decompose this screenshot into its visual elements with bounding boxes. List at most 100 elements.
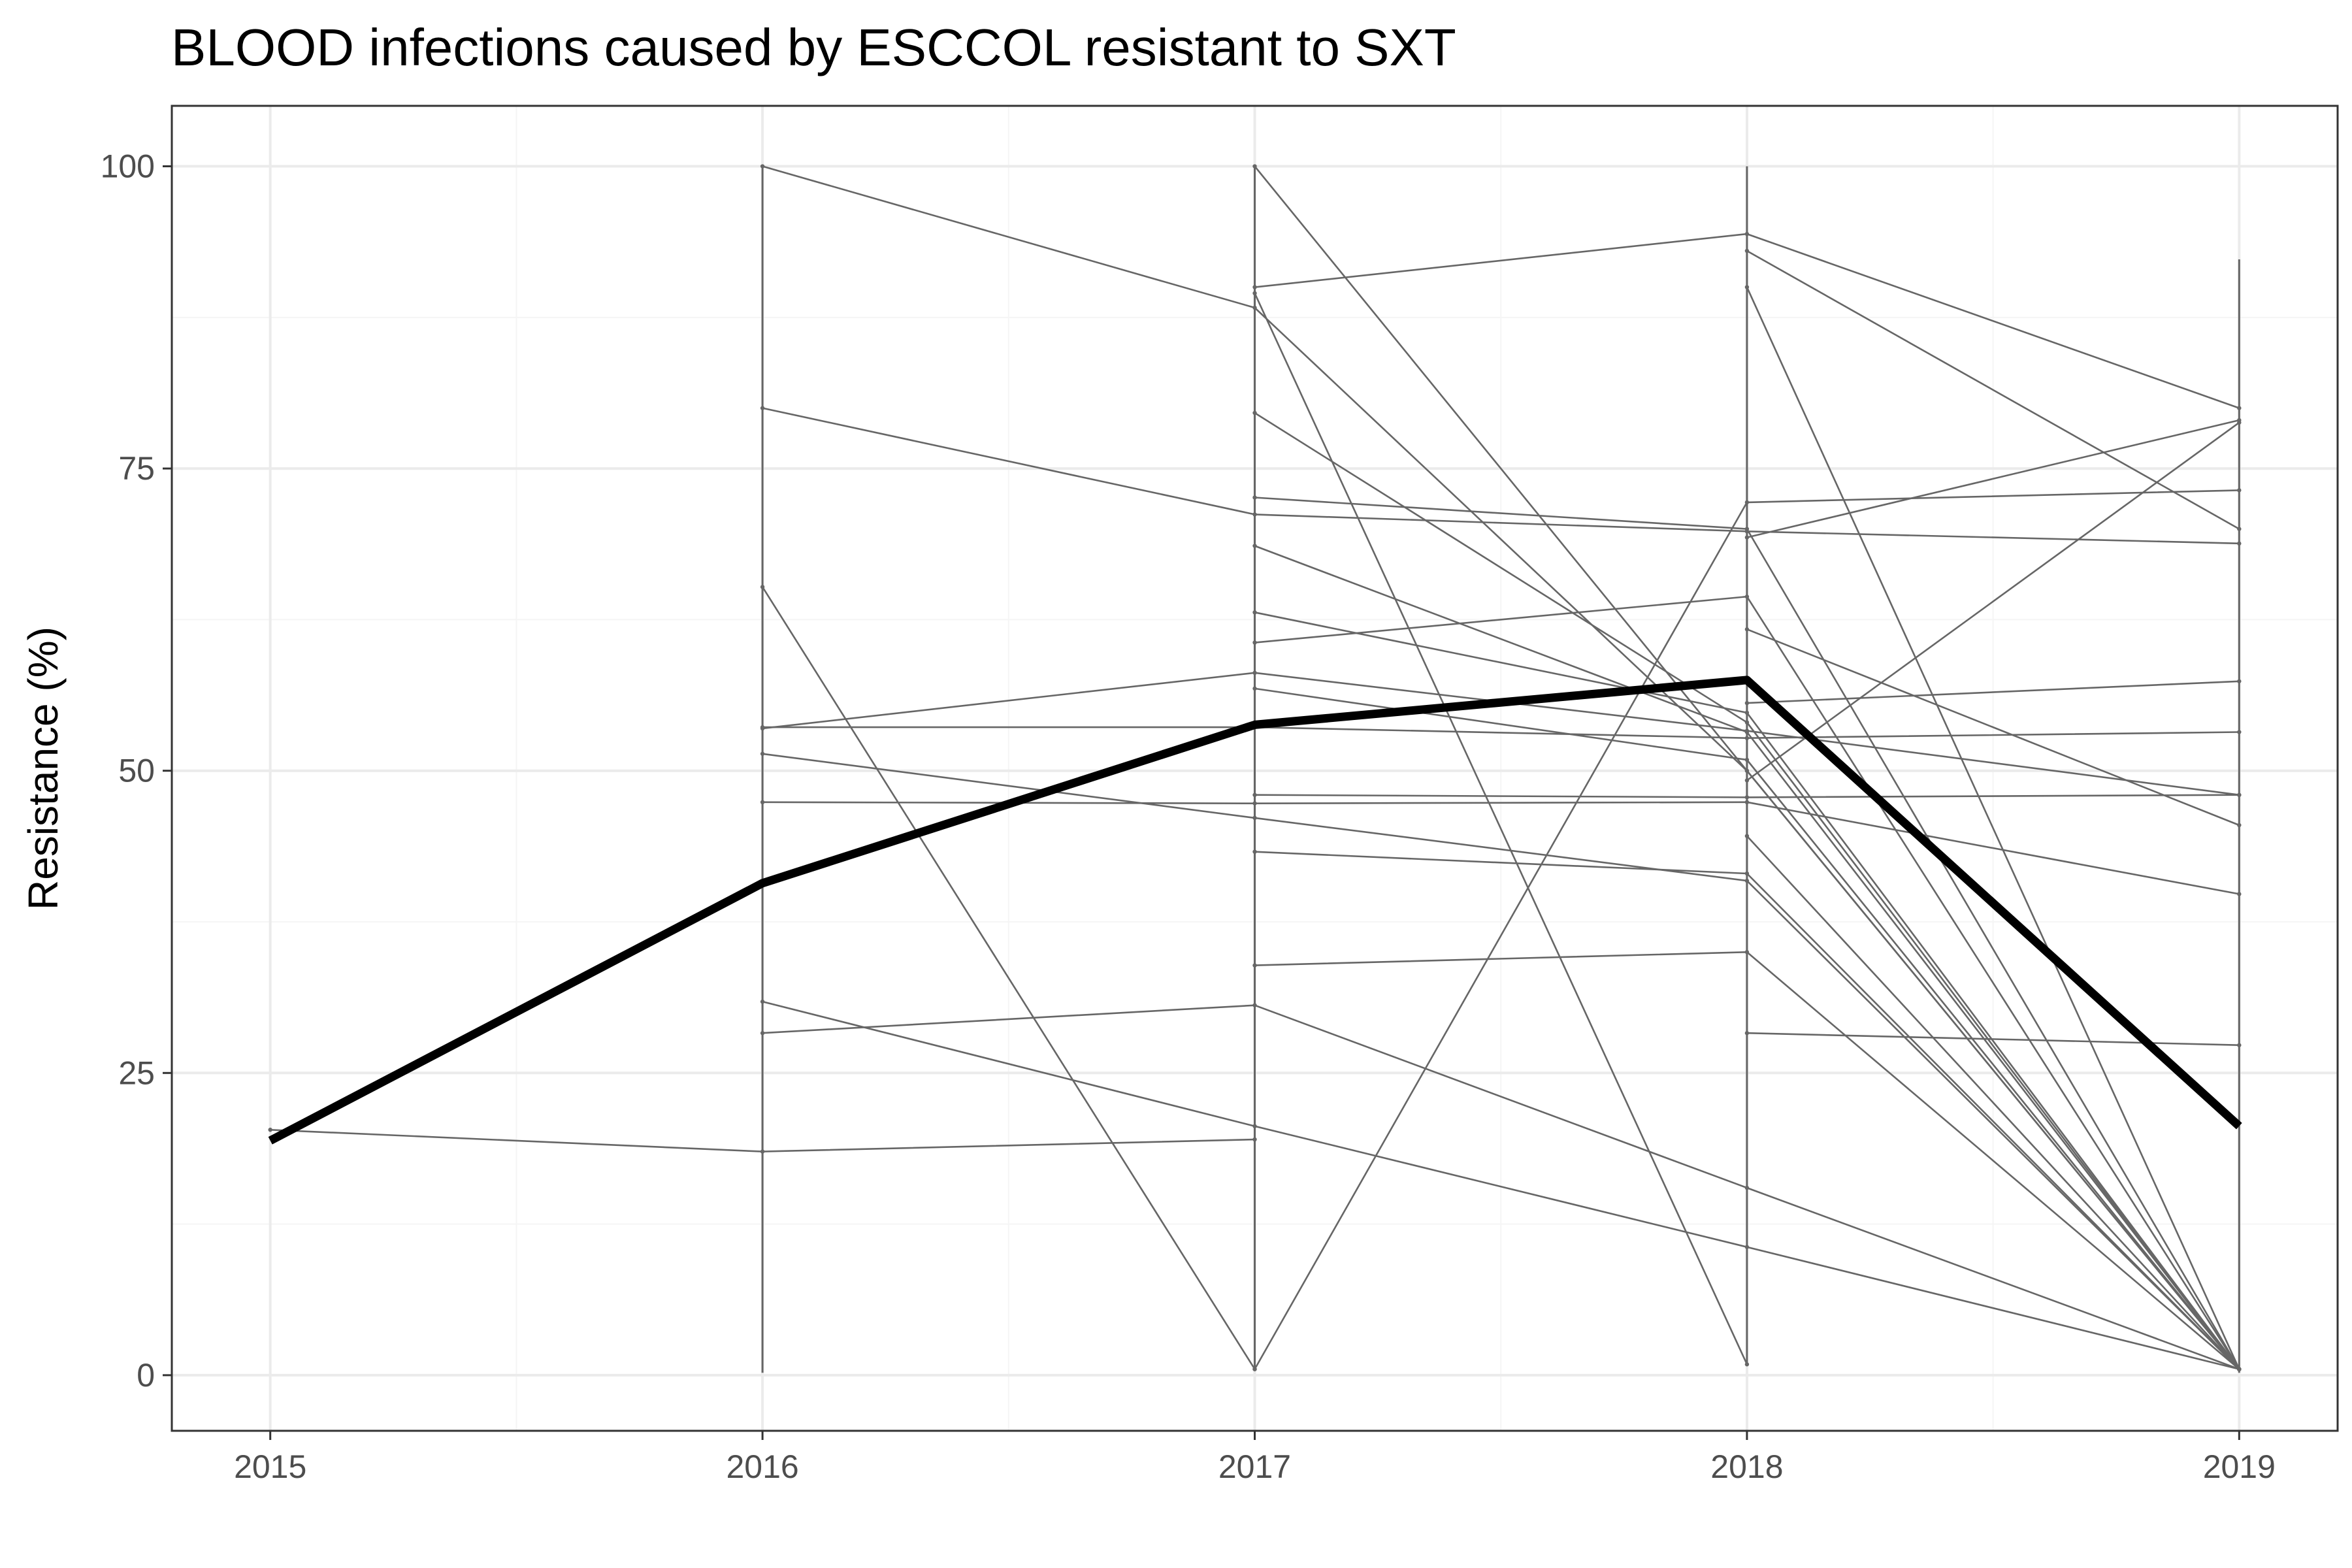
series-lines bbox=[268, 164, 2242, 1371]
series-point bbox=[2237, 792, 2242, 797]
series-point bbox=[1744, 248, 1750, 253]
series-point bbox=[1252, 1137, 1257, 1142]
mean-line-layer bbox=[268, 676, 2242, 1145]
series-point bbox=[1744, 1245, 1750, 1249]
mean-line bbox=[268, 676, 2242, 1145]
series-point bbox=[1252, 495, 1257, 500]
series-point bbox=[760, 999, 765, 1004]
series-point bbox=[2237, 679, 2242, 683]
series-point bbox=[1744, 1362, 1750, 1367]
series-line bbox=[1746, 419, 2240, 538]
series-point bbox=[1744, 757, 1750, 762]
series-point bbox=[2237, 488, 2242, 493]
y-tick-label: 75 bbox=[118, 450, 155, 487]
series-point bbox=[1252, 849, 1257, 854]
series-point bbox=[1744, 627, 1750, 632]
series-point bbox=[1252, 815, 1257, 821]
range-bars bbox=[761, 166, 2240, 1373]
series-line bbox=[1746, 1032, 2240, 1046]
chart-title: BLOOD infections caused by ESCCOL resist… bbox=[171, 18, 1456, 76]
series-point bbox=[2237, 892, 2242, 896]
y-tick-label: 25 bbox=[118, 1054, 155, 1091]
y-tick-label: 0 bbox=[137, 1357, 155, 1394]
series-point bbox=[2237, 823, 2242, 828]
series-point bbox=[1744, 800, 1750, 805]
series-point bbox=[1744, 700, 1750, 706]
series-point bbox=[760, 1149, 765, 1154]
series-point bbox=[1744, 527, 1750, 531]
plot-panel bbox=[171, 105, 2339, 1432]
series-point bbox=[1744, 285, 1750, 289]
series-line bbox=[1746, 287, 2240, 1370]
x-tick-label: 2019 bbox=[2203, 1448, 2276, 1485]
series-line bbox=[1746, 835, 2240, 1370]
series-point bbox=[1744, 720, 1750, 725]
series-point bbox=[1252, 164, 1257, 169]
series-point bbox=[1252, 801, 1257, 806]
series-point bbox=[760, 1031, 765, 1036]
series-point bbox=[1252, 792, 1257, 797]
series-point bbox=[1744, 730, 1750, 734]
series-point bbox=[1252, 640, 1257, 645]
x-tick-label: 2015 bbox=[234, 1448, 306, 1485]
series-point bbox=[1252, 512, 1257, 517]
series-point bbox=[760, 164, 765, 169]
series-point bbox=[1744, 1031, 1750, 1036]
series-point bbox=[1744, 768, 1750, 773]
series-point bbox=[760, 406, 765, 410]
series-line bbox=[762, 407, 2240, 545]
y-tick-label: 100 bbox=[101, 148, 155, 185]
series-point bbox=[2237, 541, 2242, 546]
series-point bbox=[2237, 730, 2242, 734]
x-axis: 2015 2016 2017 2018 2019 bbox=[234, 1431, 2276, 1485]
series-point bbox=[1744, 595, 1750, 599]
series-point bbox=[1744, 535, 1750, 540]
x-tick-label: 2018 bbox=[1710, 1448, 1783, 1485]
series-point bbox=[760, 751, 765, 756]
series-point bbox=[1744, 500, 1750, 505]
series-point bbox=[1744, 736, 1750, 740]
series-point bbox=[1252, 544, 1257, 548]
y-axis-title: Resistance (%) bbox=[20, 627, 67, 910]
series-point bbox=[1252, 670, 1257, 676]
series-point bbox=[1252, 1124, 1257, 1128]
series-line bbox=[1746, 421, 2240, 781]
series-line bbox=[762, 1004, 2240, 1370]
series-line bbox=[1746, 628, 2240, 826]
series-point bbox=[2237, 527, 2242, 531]
series-point bbox=[1252, 963, 1257, 968]
y-axis: 0 25 50 75 100 bbox=[101, 148, 172, 1394]
series-point bbox=[268, 1128, 272, 1132]
series-point bbox=[2237, 1043, 2242, 1047]
series-point bbox=[1252, 686, 1257, 691]
series-point bbox=[1744, 871, 1750, 876]
series-point bbox=[2237, 406, 2242, 410]
series-line bbox=[1254, 293, 1748, 1365]
x-tick-label: 2017 bbox=[1218, 1448, 1291, 1485]
series-point bbox=[760, 585, 765, 589]
y-tick-label: 50 bbox=[118, 753, 155, 789]
series-point bbox=[1252, 1003, 1257, 1007]
series-point bbox=[1252, 610, 1257, 615]
series-point bbox=[1744, 950, 1750, 955]
series-point bbox=[1744, 710, 1750, 715]
series-point bbox=[1744, 231, 1750, 237]
series-line bbox=[762, 753, 2240, 1370]
series-point bbox=[1744, 778, 1750, 783]
series-point bbox=[1744, 795, 1750, 800]
series-point bbox=[760, 725, 765, 730]
series-line bbox=[1746, 680, 2240, 704]
series-line bbox=[762, 1000, 2240, 1370]
series-point bbox=[2237, 1367, 2242, 1371]
x-tick-label: 2016 bbox=[726, 1448, 798, 1485]
series-point bbox=[760, 800, 765, 805]
series-line bbox=[761, 586, 1256, 1370]
series-point bbox=[1744, 1185, 1750, 1190]
series-point bbox=[1252, 305, 1257, 310]
series-point bbox=[2237, 420, 2242, 425]
series-point bbox=[1744, 834, 1750, 838]
series-point bbox=[1252, 285, 1257, 289]
series-point bbox=[1252, 410, 1257, 416]
series-point bbox=[1744, 878, 1750, 883]
